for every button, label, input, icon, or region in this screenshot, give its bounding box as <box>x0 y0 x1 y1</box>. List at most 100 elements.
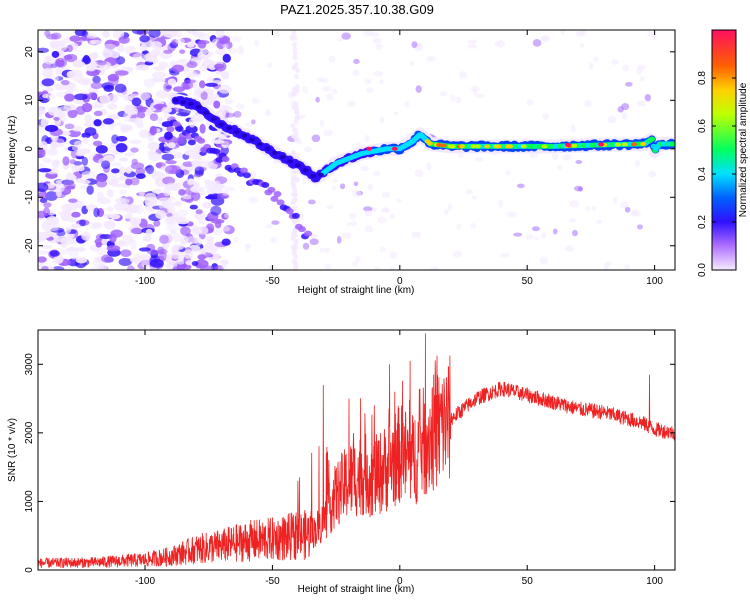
spectrogram-noise-cell <box>135 167 146 176</box>
spectrogram-noise-cell <box>65 175 77 181</box>
spectrogram-noise-cell <box>426 162 432 171</box>
spectrogram-noise-cell <box>107 73 119 82</box>
spectrogram-noise-cell <box>139 129 150 139</box>
spectrogram-noise-cell <box>131 30 146 35</box>
spectrogram-noise-cell <box>107 103 118 110</box>
spectrogram-streak-cell <box>290 235 296 241</box>
spectrogram-noise-cell <box>580 30 587 37</box>
spectrogram-noise-cell <box>197 254 207 260</box>
spectrogram-noise-cell <box>198 160 213 169</box>
spectrogram-noise-cell <box>41 78 55 87</box>
spectrogram-noise-cell <box>271 220 280 225</box>
spectrogram-noise-cell <box>183 249 194 259</box>
spectrogram-x-tick-label: 0 <box>397 276 403 287</box>
spectrogram-noise-cell <box>179 235 189 245</box>
snr-frame <box>37 329 676 571</box>
spectrogram-noise-cell <box>134 117 144 127</box>
spectrogram-noise-cell <box>160 200 169 206</box>
spectrogram-noise-cell <box>60 203 72 213</box>
spectrogram-noise-cell <box>149 258 164 268</box>
spectrogram-noise-cell <box>611 59 619 65</box>
snr-y-tick-label: 0 <box>24 567 35 573</box>
spectrogram-y-tick-label: -10 <box>24 190 35 205</box>
spectrogram-noise-cell <box>199 123 206 134</box>
spectrogram-noise-cell <box>219 259 229 265</box>
spectrogram-y-label: Frequency (Hz) <box>7 116 18 185</box>
spectrogram-noise-cell <box>210 218 225 224</box>
spectrogram-noise-cell <box>624 206 631 213</box>
spectrogram-noise-cell <box>42 67 54 78</box>
spectrogram-noise-cell <box>447 203 453 211</box>
spectrogram-noise-cell <box>620 201 629 209</box>
spectrogram-noise-cell <box>539 256 549 265</box>
spectrogram-noise-cell <box>353 181 359 187</box>
spectrogram-noise-cell <box>171 64 185 73</box>
spectrogram-streak-cell <box>290 35 296 41</box>
spectrogram-noise-cell <box>215 48 227 56</box>
snr-x-tick-label: 50 <box>522 576 534 587</box>
spectrogram-noise-cell <box>194 166 205 175</box>
snr-x-tick-label: -50 <box>265 576 280 587</box>
spectrogram-x-tick-label: -100 <box>135 276 155 287</box>
spectrogram-streak-cell <box>290 200 296 206</box>
spectrogram-noise-cell <box>54 57 68 68</box>
spectrogram-noise-cell <box>126 265 135 270</box>
spectrogram-noise-cell <box>267 62 273 68</box>
spectrogram-noise-cell <box>194 259 209 269</box>
spectrogram-noise-cell <box>198 248 206 254</box>
spectrogram-noise-cell <box>53 254 64 264</box>
spectrogram-streak-cell <box>291 30 297 36</box>
spectrogram-noise-cell <box>63 104 77 111</box>
spectrogram-noise-cell <box>91 101 102 109</box>
spectrogram-noise-cell <box>135 173 146 179</box>
spectrogram-noise-cell <box>198 217 205 225</box>
snr-y-label: SNR (10 * v/v) <box>7 418 18 482</box>
spectrogram-noise-cell <box>570 124 576 133</box>
spectrogram-noise-cell <box>129 217 142 226</box>
spectrogram-noise-cell <box>60 79 70 86</box>
spectrogram-noise-cell <box>274 31 281 37</box>
snr-series-line <box>38 333 675 569</box>
spectrogram-noise-cell <box>176 112 190 117</box>
spectrogram-noise-cell <box>341 32 351 40</box>
spectrogram-noise-cell <box>631 209 638 216</box>
spectrogram-noise-cell <box>118 175 128 181</box>
colorbar-axis: 0.0 0.2 0.4 0.6 0.8 <box>697 71 736 277</box>
spectrogram-ridge-dark <box>210 116 217 121</box>
spectrogram-noise-cell <box>161 106 170 114</box>
spectrogram-noise-cell <box>93 110 103 117</box>
spectrogram-noise-cell <box>364 225 374 233</box>
spectrogram-noise-cell <box>51 266 65 270</box>
spectrogram-noise-cell <box>145 108 153 116</box>
spectrogram-noise-cell <box>165 182 178 191</box>
spectrogram-noise-cell <box>426 56 436 62</box>
spectrogram-noise-cell <box>625 82 633 87</box>
spectrogram-noise-cell <box>176 219 190 225</box>
spectrogram-streak-cell <box>292 254 298 260</box>
spectrogram-noise-cell <box>96 60 107 66</box>
spectrogram-noise-cell <box>459 71 467 79</box>
spectrogram-noise-cell <box>584 206 591 212</box>
spectrogram-noise-cell <box>84 114 93 124</box>
spectrogram-noise-cell <box>534 236 539 241</box>
spectrogram-noise-cell <box>148 152 162 162</box>
spectrogram-noise-cell <box>38 250 49 255</box>
spectrogram-noise-cell <box>165 254 173 262</box>
spectrogram-noise-cell <box>320 77 329 83</box>
spectrogram-noise-cell <box>210 205 222 216</box>
spectrogram-noise-cell <box>115 70 129 76</box>
spectrogram-noise-cell <box>562 153 572 161</box>
spectrogram-noise-cell <box>531 226 540 232</box>
spectrogram-noise-cell <box>159 234 169 244</box>
spectrogram-noise-cell <box>211 180 221 189</box>
spectrogram-streak-cell <box>293 240 299 246</box>
spectrogram-noise-cell <box>474 156 484 162</box>
spectrogram-noise-cell <box>193 87 205 95</box>
spectrogram-noise-cell <box>90 82 103 90</box>
spectrogram-noise-cell <box>82 136 89 145</box>
spectrogram-noise-cell <box>565 245 574 252</box>
spectrogram-noise-cell <box>96 247 109 256</box>
spectrogram-noise-cell <box>45 191 58 202</box>
